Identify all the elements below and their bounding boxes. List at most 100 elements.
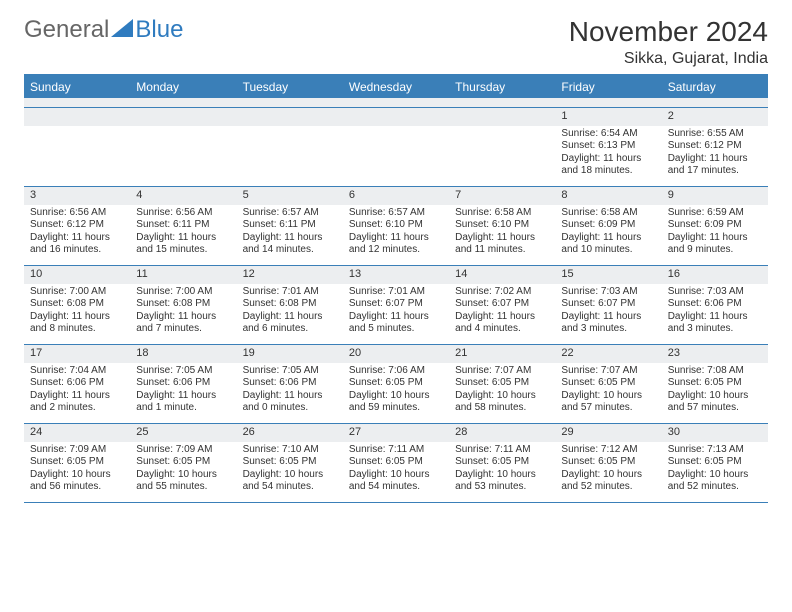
day-number: [24, 108, 130, 126]
title-block: November 2024 Sikka, Gujarat, India: [569, 16, 768, 68]
day-cell: 19Sunrise: 7:05 AMSunset: 6:06 PMDayligh…: [237, 345, 343, 423]
day-cell: [24, 108, 130, 186]
day-number: 3: [24, 187, 130, 205]
day-body: Sunrise: 6:55 AMSunset: 6:12 PMDaylight:…: [662, 126, 768, 182]
day-label: Friday: [555, 76, 661, 98]
day-cell: 17Sunrise: 7:04 AMSunset: 6:06 PMDayligh…: [24, 345, 130, 423]
sunrise-text: Sunrise: 7:00 AM: [136, 286, 230, 299]
sunrise-text: Sunrise: 7:13 AM: [668, 444, 762, 457]
sunset-text: Sunset: 6:06 PM: [243, 377, 337, 390]
day-number: 30: [662, 424, 768, 442]
day-number: 11: [130, 266, 236, 284]
day-body: Sunrise: 7:06 AMSunset: 6:05 PMDaylight:…: [343, 363, 449, 419]
day-cell: [449, 108, 555, 186]
day-number: 17: [24, 345, 130, 363]
day-number: 20: [343, 345, 449, 363]
day-cell: 28Sunrise: 7:11 AMSunset: 6:05 PMDayligh…: [449, 424, 555, 502]
daylight-text: Daylight: 11 hours and 12 minutes.: [349, 232, 443, 257]
day-body: Sunrise: 7:00 AMSunset: 6:08 PMDaylight:…: [130, 284, 236, 340]
day-body: [130, 126, 236, 132]
daylight-text: Daylight: 11 hours and 7 minutes.: [136, 311, 230, 336]
sunset-text: Sunset: 6:11 PM: [136, 219, 230, 232]
sunset-text: Sunset: 6:05 PM: [561, 456, 655, 469]
week-row: 24Sunrise: 7:09 AMSunset: 6:05 PMDayligh…: [24, 424, 768, 503]
sunset-text: Sunset: 6:07 PM: [455, 298, 549, 311]
sunrise-text: Sunrise: 7:00 AM: [30, 286, 124, 299]
daylight-text: Daylight: 10 hours and 52 minutes.: [561, 469, 655, 494]
sunrise-text: Sunrise: 7:04 AM: [30, 365, 124, 378]
sunrise-text: Sunrise: 7:06 AM: [349, 365, 443, 378]
sunrise-text: Sunrise: 6:55 AM: [668, 128, 762, 141]
day-number: [130, 108, 236, 126]
sunset-text: Sunset: 6:05 PM: [30, 456, 124, 469]
sunrise-text: Sunrise: 7:05 AM: [136, 365, 230, 378]
day-number: [343, 108, 449, 126]
logo-triangle-icon: [111, 16, 133, 44]
daylight-text: Daylight: 10 hours and 54 minutes.: [243, 469, 337, 494]
day-body: Sunrise: 7:03 AMSunset: 6:06 PMDaylight:…: [662, 284, 768, 340]
sunset-text: Sunset: 6:08 PM: [30, 298, 124, 311]
sunset-text: Sunset: 6:08 PM: [136, 298, 230, 311]
sunrise-text: Sunrise: 6:59 AM: [668, 207, 762, 220]
day-body: [237, 126, 343, 132]
sunrise-text: Sunrise: 6:58 AM: [561, 207, 655, 220]
day-body: [449, 126, 555, 132]
daylight-text: Daylight: 11 hours and 3 minutes.: [561, 311, 655, 336]
sunrise-text: Sunrise: 7:01 AM: [243, 286, 337, 299]
logo-text-2: Blue: [135, 16, 183, 44]
day-label: Monday: [130, 76, 236, 98]
day-cell: 6Sunrise: 6:57 AMSunset: 6:10 PMDaylight…: [343, 187, 449, 265]
day-cell: 12Sunrise: 7:01 AMSunset: 6:08 PMDayligh…: [237, 266, 343, 344]
sunrise-text: Sunrise: 7:09 AM: [136, 444, 230, 457]
sunset-text: Sunset: 6:05 PM: [243, 456, 337, 469]
day-body: [24, 126, 130, 132]
day-number: 13: [343, 266, 449, 284]
day-number: 25: [130, 424, 236, 442]
weeks-container: 1Sunrise: 6:54 AMSunset: 6:13 PMDaylight…: [24, 108, 768, 503]
day-cell: 3Sunrise: 6:56 AMSunset: 6:12 PMDaylight…: [24, 187, 130, 265]
week-row: 3Sunrise: 6:56 AMSunset: 6:12 PMDaylight…: [24, 187, 768, 266]
day-cell: 27Sunrise: 7:11 AMSunset: 6:05 PMDayligh…: [343, 424, 449, 502]
sunrise-text: Sunrise: 7:07 AM: [455, 365, 549, 378]
sunrise-text: Sunrise: 7:11 AM: [455, 444, 549, 457]
header: General Blue November 2024 Sikka, Gujara…: [24, 16, 768, 68]
day-number: 15: [555, 266, 661, 284]
day-body: [343, 126, 449, 132]
sunset-text: Sunset: 6:09 PM: [561, 219, 655, 232]
day-body: Sunrise: 7:09 AMSunset: 6:05 PMDaylight:…: [130, 442, 236, 498]
day-number: 23: [662, 345, 768, 363]
day-body: Sunrise: 7:11 AMSunset: 6:05 PMDaylight:…: [343, 442, 449, 498]
daylight-text: Daylight: 10 hours and 52 minutes.: [668, 469, 762, 494]
sunset-text: Sunset: 6:05 PM: [136, 456, 230, 469]
day-cell: 15Sunrise: 7:03 AMSunset: 6:07 PMDayligh…: [555, 266, 661, 344]
sunrise-text: Sunrise: 6:54 AM: [561, 128, 655, 141]
day-body: Sunrise: 7:07 AMSunset: 6:05 PMDaylight:…: [555, 363, 661, 419]
day-body: Sunrise: 7:01 AMSunset: 6:08 PMDaylight:…: [237, 284, 343, 340]
day-number: 4: [130, 187, 236, 205]
day-cell: 9Sunrise: 6:59 AMSunset: 6:09 PMDaylight…: [662, 187, 768, 265]
day-body: Sunrise: 7:10 AMSunset: 6:05 PMDaylight:…: [237, 442, 343, 498]
day-cell: 4Sunrise: 6:56 AMSunset: 6:11 PMDaylight…: [130, 187, 236, 265]
sunrise-text: Sunrise: 7:07 AM: [561, 365, 655, 378]
day-cell: 16Sunrise: 7:03 AMSunset: 6:06 PMDayligh…: [662, 266, 768, 344]
day-body: Sunrise: 6:58 AMSunset: 6:10 PMDaylight:…: [449, 205, 555, 261]
day-number: 19: [237, 345, 343, 363]
day-cell: 10Sunrise: 7:00 AMSunset: 6:08 PMDayligh…: [24, 266, 130, 344]
sunset-text: Sunset: 6:07 PM: [349, 298, 443, 311]
day-number: 1: [555, 108, 661, 126]
day-body: Sunrise: 7:01 AMSunset: 6:07 PMDaylight:…: [343, 284, 449, 340]
sunset-text: Sunset: 6:05 PM: [668, 456, 762, 469]
day-number: 29: [555, 424, 661, 442]
sunset-text: Sunset: 6:05 PM: [349, 377, 443, 390]
day-number: 14: [449, 266, 555, 284]
sunset-text: Sunset: 6:05 PM: [561, 377, 655, 390]
week-row: 17Sunrise: 7:04 AMSunset: 6:06 PMDayligh…: [24, 345, 768, 424]
day-cell: [237, 108, 343, 186]
day-cell: 1Sunrise: 6:54 AMSunset: 6:13 PMDaylight…: [555, 108, 661, 186]
day-number: 27: [343, 424, 449, 442]
day-label: Wednesday: [343, 76, 449, 98]
sunset-text: Sunset: 6:10 PM: [455, 219, 549, 232]
day-number: 5: [237, 187, 343, 205]
logo-text-1: General: [24, 16, 109, 44]
daylight-text: Daylight: 10 hours and 55 minutes.: [136, 469, 230, 494]
